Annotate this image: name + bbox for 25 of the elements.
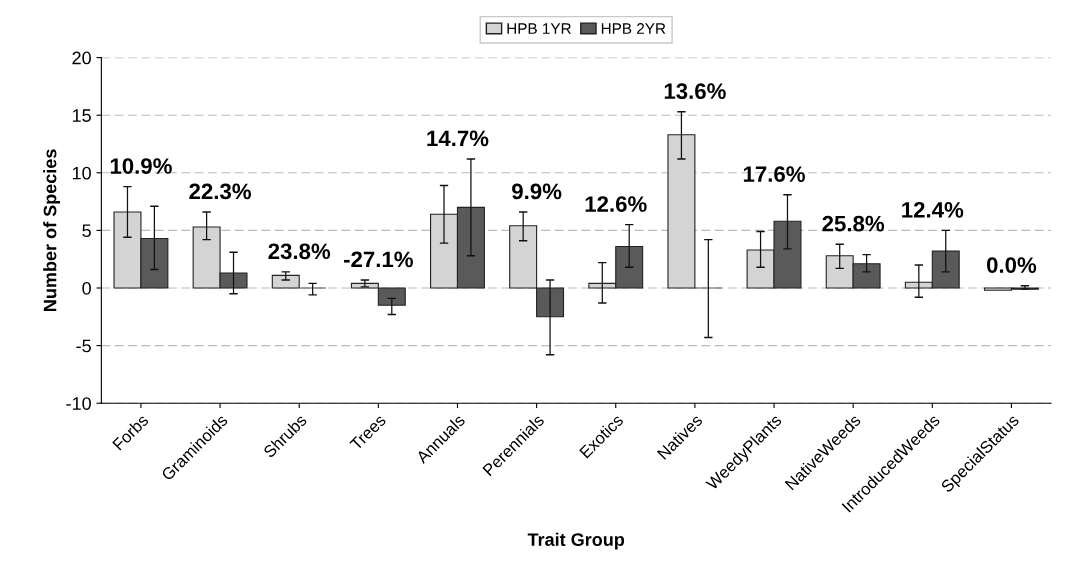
annotation: 10.9%	[110, 158, 172, 174]
annotation: 17.6%	[743, 166, 805, 182]
y-tick-label: -5	[76, 339, 91, 353]
annotation: 25.8%	[822, 215, 885, 232]
legend-label: HPB 2YR	[601, 23, 666, 34]
y-tick-label: 10	[72, 166, 91, 180]
bar	[271, 274, 300, 289]
x-axis-title: Trait Group	[527, 532, 625, 550]
annotation: -27.1%	[344, 251, 413, 268]
y-axis-title: Number of Species	[43, 149, 60, 311]
bar	[667, 134, 696, 289]
y-tick-label: -10	[66, 397, 91, 410]
y-tick-label: 0	[82, 281, 91, 295]
annotation: 14.7%	[427, 130, 489, 147]
y-tick-label: 15	[72, 109, 91, 122]
annotation: 0.0%	[986, 257, 1037, 273]
annotation: 22.3%	[189, 183, 251, 200]
annotation: 12.6%	[585, 196, 647, 212]
annotation: 9.9%	[512, 183, 562, 200]
annotation: 13.6%	[664, 83, 726, 100]
legend-label: HPB 1YR	[507, 23, 571, 34]
annotation: 12.4%	[902, 201, 964, 218]
y-tick-label: 20	[72, 51, 91, 65]
annotation: 23.8%	[268, 243, 331, 260]
y-tick-label: 5	[82, 224, 91, 238]
